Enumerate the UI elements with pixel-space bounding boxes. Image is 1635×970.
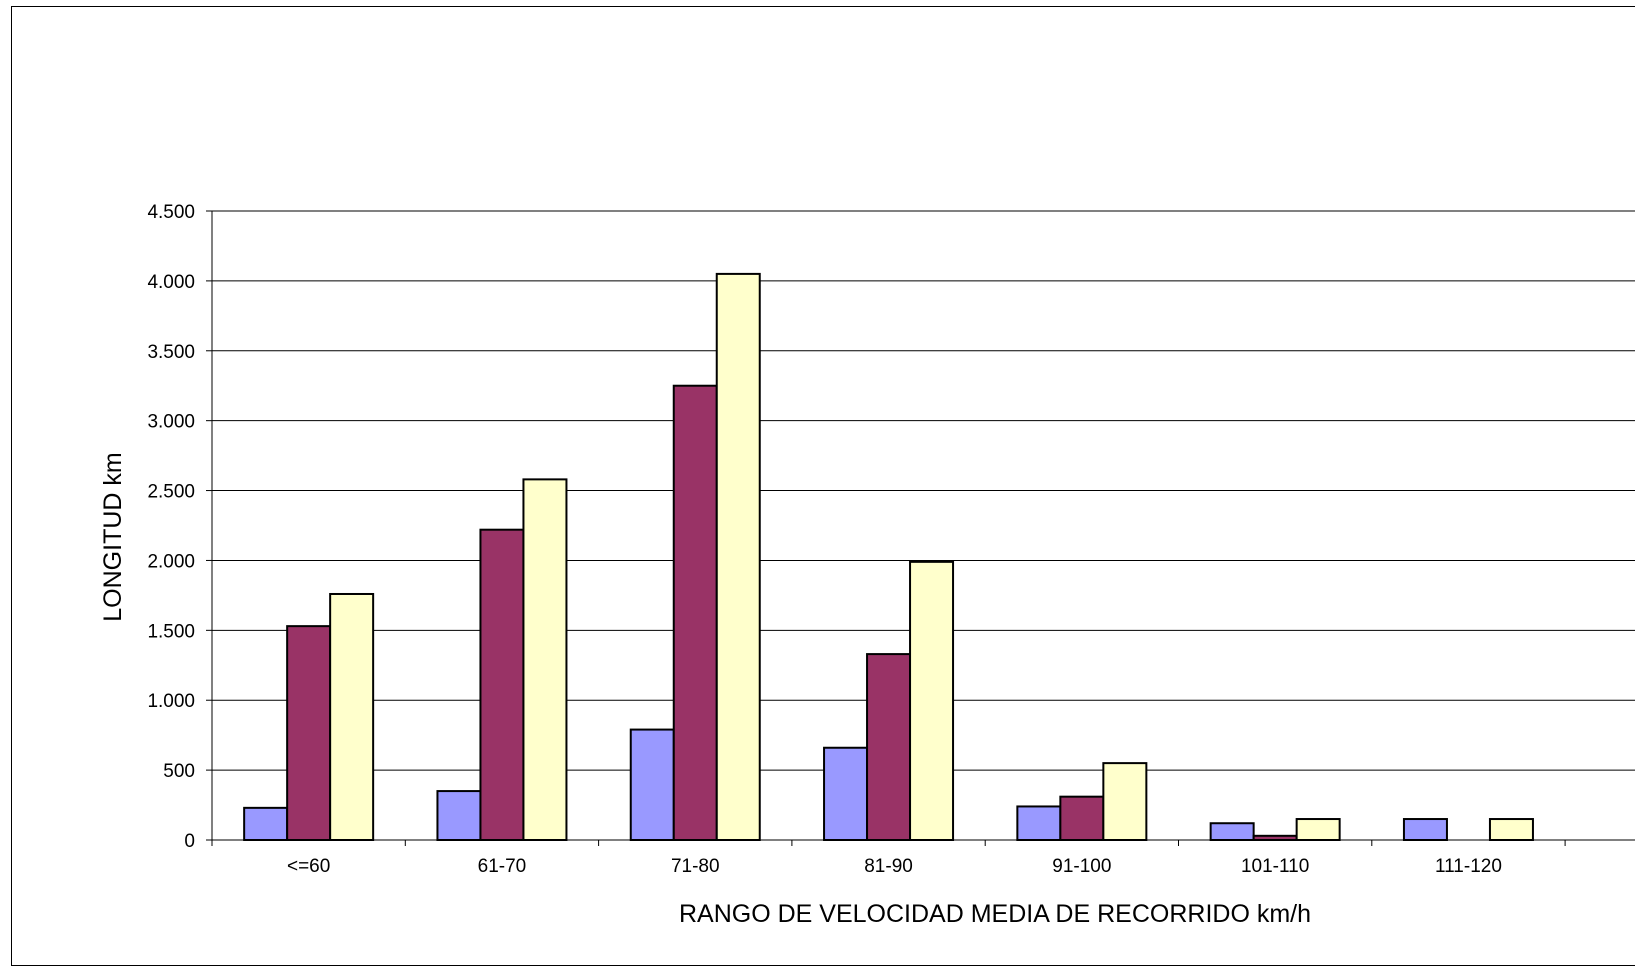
bar: [823, 746, 869, 841]
x-tick-label: 81-90: [864, 856, 913, 877]
y-tick-label: 1.000: [147, 691, 195, 712]
bar: [909, 560, 955, 841]
y-tick-label: 3.000: [147, 412, 195, 433]
bar: [1102, 762, 1148, 841]
x-tick-label: 71-80: [671, 856, 720, 877]
bar: [1295, 818, 1341, 841]
y-tick-label: 0: [184, 831, 195, 852]
bar: [329, 592, 375, 841]
bar: [1209, 822, 1255, 842]
x-tick-label: <=60: [287, 856, 330, 877]
bar: [672, 384, 718, 841]
axes: [206, 210, 1635, 846]
bar: [479, 528, 525, 842]
chart-frame: [11, 6, 1635, 966]
bar: [243, 806, 289, 842]
bar: [1059, 795, 1105, 841]
bars: [243, 272, 1534, 842]
y-tick-label: 2.500: [147, 482, 195, 503]
y-axis-title: LONGITUD km: [99, 452, 127, 621]
x-axis-title: RANGO DE VELOCIDAD MEDIA DE RECORRIDO km…: [679, 900, 1311, 928]
x-tick-label: 91-100: [1052, 856, 1111, 877]
x-tick-label: 61-70: [478, 856, 527, 877]
bar: [1488, 818, 1534, 841]
x-tick-label: 111-120: [1435, 856, 1502, 877]
bar: [866, 653, 912, 842]
bar: [1016, 805, 1062, 841]
y-tick-label: 4.000: [147, 272, 195, 293]
y-tick-label: 500: [163, 761, 195, 782]
gridlines: [212, 210, 1635, 771]
bar: [629, 728, 675, 842]
bar: [522, 478, 568, 841]
bar: [1252, 834, 1298, 841]
x-tick-labels: <=60 61-70 71-80 81-90 91-100 101-110 111-120: [287, 856, 1502, 877]
y-tick-label: 1.500: [147, 621, 195, 642]
y-tick-label: 3.500: [147, 342, 195, 363]
bar: [436, 790, 482, 841]
bar: [715, 272, 761, 841]
y-tick-label: 4.500: [147, 202, 195, 223]
y-tick-labels: 0 500 1.000 1.500 2.000 2.500 3.000 3.500 4.000 4…: [147, 202, 195, 852]
y-tick-label: 2.000: [147, 551, 195, 572]
x-tick-label: 101-110: [1241, 856, 1309, 877]
bar: [1402, 818, 1448, 841]
bar: [286, 625, 332, 842]
